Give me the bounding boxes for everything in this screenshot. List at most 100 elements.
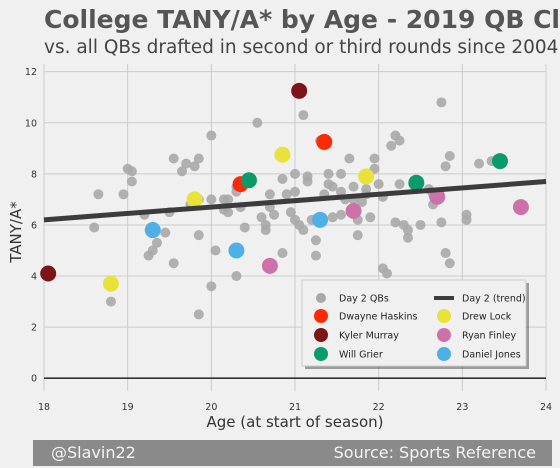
day2-qb-point — [240, 223, 250, 233]
day2-qb-point — [194, 154, 204, 164]
day2-qb-point — [336, 210, 346, 220]
drew-lock-point — [274, 147, 290, 163]
footer-credit: @Slavin22 — [51, 443, 136, 462]
day2-qb-point — [169, 258, 179, 268]
day2-qb-point — [93, 189, 103, 199]
day2-qb-point — [403, 233, 413, 243]
day2-qb-point — [89, 223, 99, 233]
y-tick-label: 0 — [31, 374, 37, 385]
daniel-jones-point — [145, 222, 161, 238]
day2-qb-point — [462, 215, 472, 225]
ryan-finley-point — [513, 199, 529, 215]
drew-lock-point — [103, 276, 119, 292]
day2-qb-point — [269, 210, 279, 220]
x-tick-labels: 18 19 20 21 22 23 24 — [38, 402, 552, 413]
legend-label: Day 2 QBs — [339, 294, 389, 305]
kyler-murray-point — [291, 83, 307, 99]
day2-qb-point — [231, 271, 241, 281]
day2-qb-point — [265, 189, 275, 199]
day2-qb-point — [127, 166, 137, 176]
x-tick-label: 19 — [122, 402, 134, 413]
y-tick-label: 6 — [31, 220, 37, 231]
day2-qb-point — [127, 177, 137, 187]
ryan-finley-point — [262, 258, 278, 274]
legend-marker-drew-lock — [437, 309, 451, 323]
day2-qb-point — [445, 151, 455, 161]
ryan-finley-point — [346, 203, 362, 219]
y-tick-label: 4 — [31, 272, 37, 283]
daniel-jones-point — [312, 212, 328, 228]
day2-qb-point — [311, 235, 321, 245]
chart-title: College TANY/A* by Age - 2019 QB Class — [44, 5, 560, 34]
day2-qb-point — [290, 169, 300, 179]
chart-subtitle: vs. all QBs drafted in second or third r… — [44, 37, 558, 58]
legend-marker-ryan-finley — [437, 328, 451, 342]
day2-qb-point — [474, 159, 484, 169]
will-grier-point — [408, 175, 424, 191]
day2-qb-point — [344, 154, 354, 164]
x-tick-label: 18 — [38, 402, 50, 413]
x-axis-label: Age (at start of season) — [207, 413, 384, 431]
legend-label: Dwayne Haskins — [339, 312, 417, 323]
day2-qb-point — [395, 179, 405, 189]
day2-qb-point — [211, 245, 221, 255]
day2-qb-point — [169, 154, 179, 164]
day2-qb-point — [441, 248, 451, 258]
legend-marker-kyler-murray — [314, 328, 328, 342]
day2-qb-point — [382, 268, 392, 278]
day2-qb-point — [353, 230, 363, 240]
day2-qb-point — [369, 154, 379, 164]
y-tick-label: 2 — [31, 323, 37, 334]
legend: Day 2 QBs Dwayne Haskins Kyler Murray Will … — [302, 280, 529, 369]
kyler-murray-point — [40, 265, 56, 281]
y-tick-label: 10 — [25, 118, 37, 129]
y-tick-label: 8 — [31, 169, 37, 180]
day2-qb-point — [311, 251, 321, 261]
day2-qb-point — [328, 182, 338, 192]
x-tick-label: 23 — [456, 402, 468, 413]
day2-qb-point — [152, 238, 162, 248]
day2-qb-point — [194, 309, 204, 319]
day2-qb-point — [386, 141, 396, 151]
will-grier-point — [492, 153, 508, 169]
dwayne-haskins-point — [316, 134, 332, 150]
drew-lock-point — [187, 191, 203, 207]
day2-qb-point — [290, 187, 300, 197]
day2-qb-point — [261, 225, 271, 235]
y-axis-label: TANY/A* — [7, 201, 25, 264]
day2-qb-point — [106, 297, 116, 307]
day2-qb-point — [206, 131, 216, 141]
day2-qb-point — [336, 169, 346, 179]
legend-marker-will-grier — [314, 347, 328, 361]
legend-label: Day 2 (trend) — [462, 294, 526, 305]
drew-lock-point — [358, 168, 374, 184]
day2-qb-point — [436, 97, 446, 107]
day2-qb-point — [349, 182, 359, 192]
y-tick-label: 12 — [25, 67, 37, 78]
day2-qb-point — [395, 136, 405, 146]
day2-qb-point — [160, 228, 170, 238]
footer-bar: @Slavin22 Source: Sports Reference — [33, 440, 552, 466]
day2-qb-point — [223, 207, 233, 217]
day2-qb-point — [323, 169, 333, 179]
day2-qb-point — [206, 194, 216, 204]
daniel-jones-point — [228, 242, 244, 258]
day2-qb-point — [374, 179, 384, 189]
day2-qb-point — [277, 248, 287, 258]
y-tick-labels: 0 2 4 6 8 10 12 — [25, 67, 37, 385]
day2-qb-point — [445, 258, 455, 268]
will-grier-point — [241, 172, 257, 188]
footer-source: Source: Sports Reference — [334, 443, 536, 462]
legend-label: Daniel Jones — [462, 350, 521, 361]
day2-qb-point — [118, 189, 128, 199]
legend-label: Ryan Finley — [462, 331, 516, 342]
day2-qb-point — [298, 110, 308, 120]
x-tick-label: 24 — [540, 402, 552, 413]
legend-marker-day2-qbs — [316, 293, 326, 303]
legend-marker-daniel-jones — [437, 347, 451, 361]
legend-label: Kyler Murray — [339, 331, 399, 342]
x-tick-label: 22 — [373, 402, 385, 413]
day2-qb-point — [252, 118, 262, 128]
x-tick-label: 21 — [289, 402, 301, 413]
